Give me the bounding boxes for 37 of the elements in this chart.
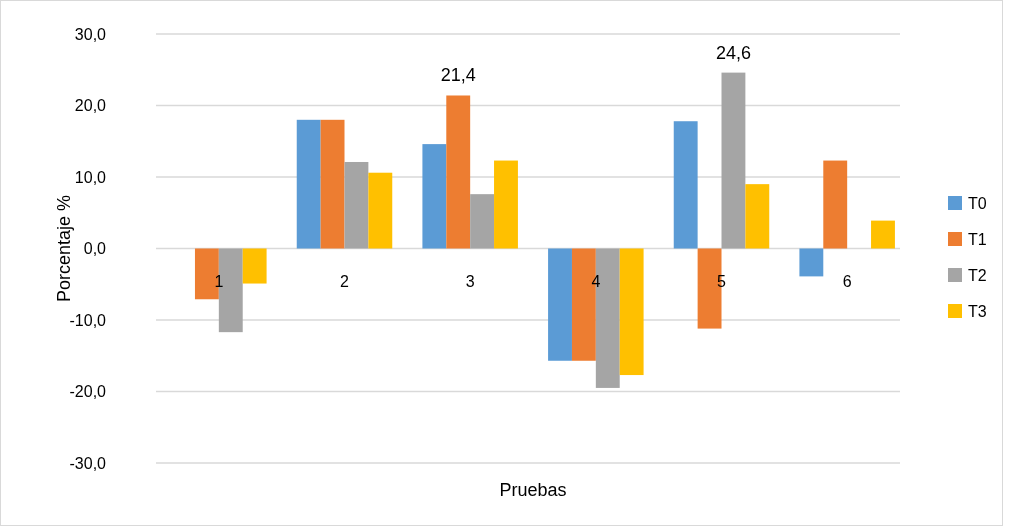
bar [673, 121, 698, 249]
y-tick-label: -10,0 [69, 311, 107, 329]
x-tick-label: 6 [842, 272, 852, 290]
x-tick-label: 1 [214, 272, 224, 290]
bar [344, 161, 369, 249]
x-axis-title: Pruebas [499, 480, 567, 500]
x-tick-label: 3 [465, 272, 475, 290]
bar [871, 220, 895, 249]
bar [823, 160, 848, 249]
x-tick-label: 2 [340, 272, 350, 290]
bar [619, 248, 644, 376]
y-axis-title: Porcentaje % [54, 194, 74, 303]
y-tick-label: 0,0 [83, 240, 107, 258]
data-label: 24,6 [715, 42, 751, 63]
bar [368, 172, 393, 249]
data-label: 21,4 [440, 65, 476, 86]
legend-label: T3 [968, 302, 987, 320]
legend-label: T0 [968, 194, 987, 212]
bar [242, 248, 267, 284]
y-tick-label: 30,0 [74, 25, 107, 43]
y-tick-label: -30,0 [69, 454, 107, 472]
bar [721, 72, 746, 249]
bar [320, 119, 345, 249]
y-tick-label: -20,0 [69, 383, 107, 401]
bar [470, 194, 495, 249]
legend-label: T2 [968, 266, 987, 284]
y-tick-label: 20,0 [74, 97, 107, 115]
bar [745, 184, 770, 249]
bar [494, 160, 518, 249]
bar [548, 248, 572, 361]
x-tick-label: 4 [591, 272, 601, 290]
bar [296, 119, 321, 249]
bar [799, 248, 824, 277]
y-tick-label: 10,0 [74, 168, 107, 186]
bar [422, 144, 447, 249]
bar [446, 95, 471, 249]
legend-label: T1 [968, 230, 987, 248]
